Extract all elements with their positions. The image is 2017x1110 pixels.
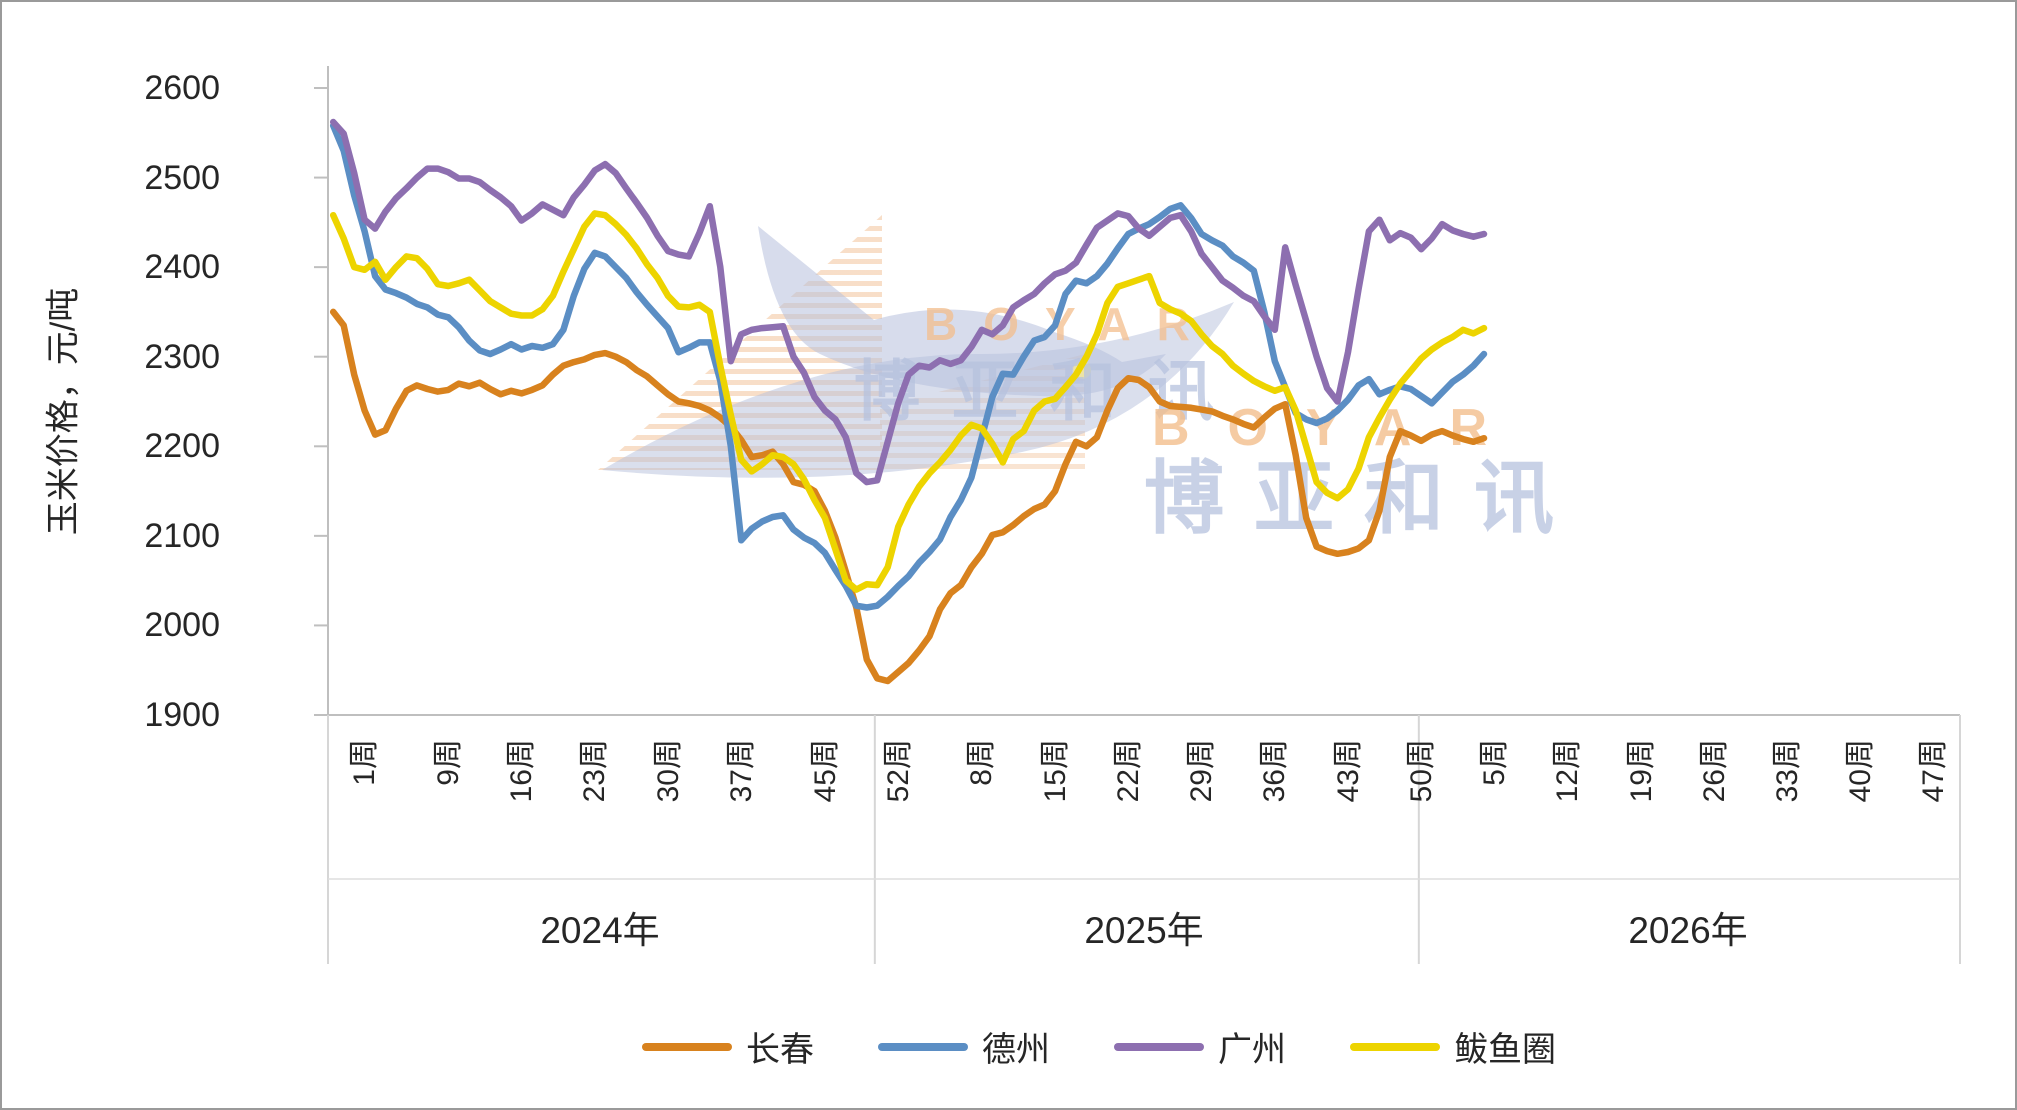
year-label: 2025年 [1084,910,1204,951]
y-tick-label: 2000 [144,606,220,645]
legend-swatch-icon [1114,1042,1204,1051]
y-tick-label: 1900 [144,696,220,734]
y-axis-title: 玉米价格，元/吨 [44,287,83,536]
x-tick-label: 40周 [1844,739,1878,803]
legend-item-鲅鱼圈: 鲅鱼圈 [1350,1022,1556,1071]
x-tick-label: 15周 [1038,739,1072,803]
x-tick-label: 19周 [1624,739,1658,803]
y-tick-label: 2100 [144,516,220,555]
legend-swatch-icon [642,1042,732,1051]
x-tick-label: 23周 [578,739,612,803]
legend-label: 德州 [982,1031,1050,1069]
x-tick-label: 47周 [1917,739,1951,803]
x-tick-label: 52周 [881,739,915,803]
year-label: 2026年 [1628,910,1748,951]
legend-label: 广州 [1218,1031,1286,1069]
legend-item-长春: 长春 [642,1022,814,1071]
x-tick-label: 30周 [651,739,685,803]
x-tick-label: 5周 [1478,739,1512,786]
x-tick-label: 43周 [1331,739,1365,803]
x-tick-label: 1周 [348,739,382,786]
legend-label: 鲅鱼圈 [1454,1031,1556,1069]
y-tick-label: 2600 [144,69,220,107]
x-tick-label: 8周 [965,739,999,786]
y-tick-label: 2300 [144,337,220,376]
y-tick-label: 2400 [144,248,220,287]
x-tick-label: 45周 [808,739,842,803]
legend-label: 长春 [746,1031,814,1069]
x-tick-label: 16周 [505,739,539,803]
x-tick-label: 37周 [724,739,758,803]
legend-swatch-icon [1350,1042,1440,1051]
x-tick-label: 29周 [1185,739,1219,803]
legend-swatch-icon [878,1042,968,1051]
legend-item-德州: 德州 [878,1022,1050,1071]
x-tick-label: 50周 [1404,739,1438,803]
series-line-广州 [329,118,1488,486]
legend: 长春 德州 广州 鲅鱼圈 [642,1022,1556,1071]
x-tick-label: 36周 [1258,739,1292,803]
x-tick-label: 22周 [1111,739,1145,803]
x-tick-label: 26周 [1697,739,1731,803]
y-tick-label: 2200 [144,427,220,466]
x-tick-label: 9周 [431,739,465,786]
year-label: 2024年 [540,910,660,951]
y-tick-label: 2500 [144,158,220,197]
x-tick-label: 12周 [1551,739,1585,803]
legend-item-广州: 广州 [1114,1022,1286,1071]
series-line-长春 [329,308,1488,685]
x-tick-label: 33周 [1771,739,1804,803]
series-line-鲅鱼圈 [329,210,1488,593]
